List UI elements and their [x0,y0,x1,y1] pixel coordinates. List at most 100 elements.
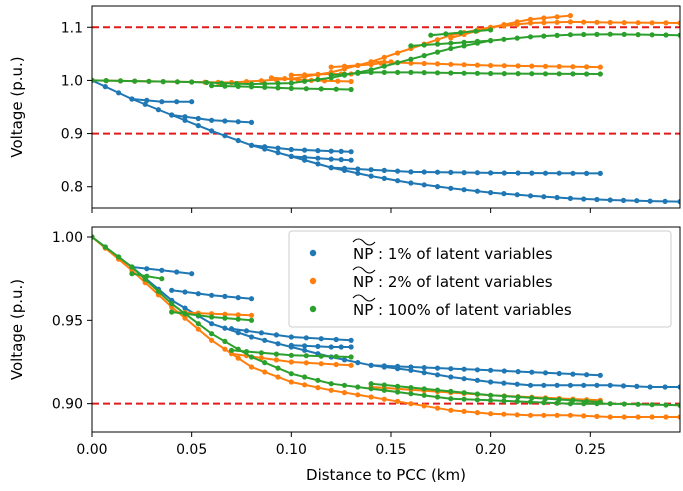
bottom-panel: 0.90 0.95 1.00 0.00 0.05 0.10 0.15 0.20 0.25 Volt… [8,226,681,458]
data-point [634,383,640,389]
data-point [395,69,401,75]
axes-frame [91,5,681,209]
data-point [488,38,494,44]
data-point [567,412,574,418]
data-point [584,71,590,77]
data-point [663,402,669,408]
tilde-accent [352,238,376,246]
data-point [302,154,308,160]
data-point [421,70,427,76]
data-point [408,401,414,407]
data-point [355,170,361,176]
data-point [368,167,374,173]
data-point [581,382,587,388]
data-point [421,182,427,188]
data-point [607,31,613,37]
orange-legend-marker [309,277,317,285]
data-point [348,344,354,350]
data-point [443,31,449,37]
data-point [461,170,467,176]
legend-entry: NP : 1% of latent variables [309,238,553,263]
data-point [434,49,441,55]
data-point [448,374,454,380]
data-point [341,63,348,69]
data-point [209,117,215,123]
data-point [355,360,361,366]
data-point [368,394,374,400]
data-point [647,198,653,204]
data-point [663,20,669,26]
data-point [275,374,281,380]
data-point [421,370,427,376]
data-point [381,363,387,369]
data-point [189,79,195,85]
data-point [408,385,414,391]
data-point [195,326,201,332]
data-point [434,37,441,43]
data-point [273,351,279,357]
data-point [328,387,334,393]
data-point [155,107,161,113]
data-point [235,312,241,318]
data-point [556,170,562,176]
data-point [527,20,534,26]
data-point [488,190,494,196]
data-point [461,396,467,402]
data-point [594,19,600,25]
data-point [434,184,441,190]
data-point [448,407,454,413]
data-point [474,410,480,416]
data-point [501,22,507,28]
data-point [542,370,549,376]
data-point [434,372,441,378]
data-point [235,330,241,336]
data-point [635,414,641,420]
data-point [434,70,441,76]
y-tick-label: 0.8 [61,180,83,196]
data-point [408,43,414,49]
data-point [395,363,401,369]
data-point [159,99,165,105]
data-point [381,387,387,393]
data-point [182,117,188,123]
data-point [142,101,148,107]
data-point [248,312,255,318]
data-point [448,388,454,394]
data-point [541,20,547,26]
data-point [448,70,454,76]
data-point [328,156,334,162]
blue-line [92,79,680,203]
data-point [488,170,494,176]
data-point [222,338,228,344]
data-point [338,344,344,350]
data-point [461,70,467,76]
data-point [315,377,321,383]
data-point [448,45,454,52]
data-point [635,20,641,26]
data-point [182,305,188,311]
data-point [303,353,309,359]
data-point [248,334,255,340]
data-point [501,368,507,374]
data-point [541,412,547,418]
data-point [248,142,255,148]
data-point [341,165,348,171]
data-point [594,382,600,388]
data-point [381,69,387,75]
data-point [302,147,308,153]
data-point [288,72,294,78]
data-point [348,354,354,360]
data-point [228,326,235,332]
data-point [248,364,255,370]
x-tick-label: 0.25 [575,442,606,458]
data-point [315,71,321,77]
data-point [222,346,228,352]
data-point [169,287,175,293]
data-point [461,39,467,45]
data-point [515,63,521,69]
data-point [408,69,414,75]
data-point [355,384,361,390]
data-point [275,80,281,86]
data-point [448,35,454,41]
